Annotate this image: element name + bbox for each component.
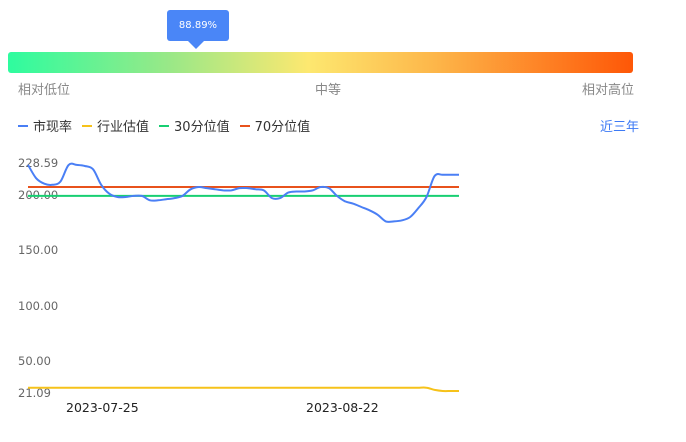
legend-label: 70分位值 (254, 120, 311, 135)
series-line-industry (28, 386, 459, 393)
y-tick-label: 150.00 (18, 243, 58, 257)
legend-swatch (82, 124, 93, 127)
legend-label: 市现率 (33, 120, 73, 135)
legend-item-p30[interactable]: 30分位值 (159, 116, 230, 135)
period-selector[interactable]: 近三年 (600, 120, 640, 135)
scale-low-label: 相对低位 (18, 83, 71, 98)
scale-high-label: 相对高位 (582, 83, 635, 98)
y-tick-label: 50.00 (18, 354, 51, 368)
legend-swatch (18, 124, 28, 127)
scale-mid-label: 中等 (315, 83, 342, 98)
series-line-pcf (27, 162, 459, 223)
y-tick-label: 228.59 (18, 156, 58, 170)
x-tick-label: 2023-08-22 (306, 400, 379, 415)
x-tick-label: 2023-07-25 (66, 400, 139, 415)
legend-item-industry[interactable]: 行业估值 (82, 116, 149, 135)
y-tick-label: 100.00 (18, 299, 58, 313)
legend-swatch (159, 124, 170, 127)
legend-swatch (239, 124, 250, 127)
legend-item-p70[interactable]: 70分位值 (239, 116, 311, 135)
legend-label: 30分位值 (174, 120, 230, 135)
percentile-value: 88.89% (178, 20, 218, 31)
percentile-marker-tooltip: 88.89% (167, 10, 229, 49)
chart-legend: 市现率 行业估值 30分位值 70分位值 (18, 116, 310, 135)
y-tick-label: 21.09 (18, 386, 51, 400)
legend-item-pcf[interactable]: 市现率 (18, 116, 72, 135)
valuation-gradient-bar (8, 52, 633, 73)
legend-label: 行业估值 (97, 120, 150, 135)
